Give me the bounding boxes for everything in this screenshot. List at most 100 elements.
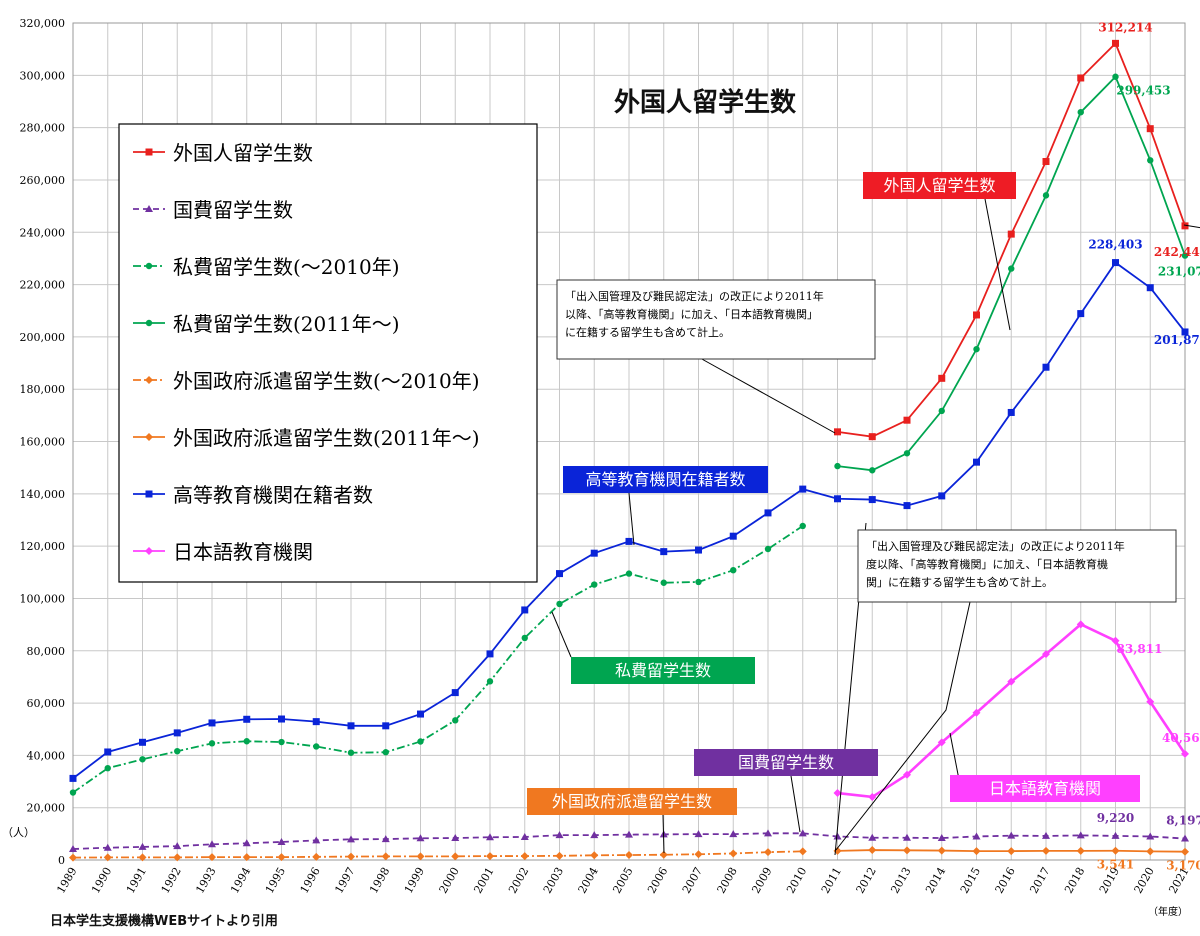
- data-point: [590, 831, 599, 839]
- data-point: [764, 509, 772, 517]
- x-tick-label: 2000: [437, 865, 462, 896]
- series-line: [72, 525, 804, 794]
- x-tick-label: 2015: [958, 865, 983, 896]
- data-point: [139, 756, 146, 763]
- legend-label: 外国人留学生数: [173, 141, 313, 165]
- data-point: [1147, 157, 1154, 164]
- data-point: [1042, 831, 1050, 839]
- legend-item: 私費留学生数(～2010年): [133, 255, 400, 279]
- x-tick-label: 2012: [854, 865, 879, 896]
- data-point: [347, 835, 355, 843]
- data-point: [590, 851, 599, 860]
- legend-item: 高等教育機関在籍者数: [133, 483, 373, 507]
- data-point: [347, 749, 355, 756]
- legend-item: 私費留学生数(2011年～): [133, 312, 400, 336]
- series-4: [69, 847, 807, 862]
- legend-marker: [145, 148, 153, 156]
- data-point: [729, 830, 738, 838]
- data-point: [1042, 158, 1050, 166]
- data-point: [868, 792, 877, 801]
- data-point: [695, 578, 702, 586]
- data-point: [834, 462, 841, 470]
- leader-line: [628, 492, 635, 546]
- data-point: [694, 850, 703, 859]
- data-point: [903, 846, 911, 855]
- series-6: [69, 259, 1189, 782]
- data-label: 40,567: [1162, 731, 1200, 745]
- data-point: [1146, 832, 1155, 840]
- data-point: [103, 843, 112, 851]
- y-tick-label: 260,000: [20, 174, 66, 187]
- data-point: [555, 831, 564, 839]
- data-point: [1181, 834, 1189, 842]
- data-point: [1112, 259, 1119, 267]
- legend-marker: [145, 319, 153, 327]
- data-point: [868, 433, 876, 441]
- leader-line: [835, 601, 971, 851]
- data-point: [937, 846, 946, 855]
- x-tick-label: 2017: [1027, 865, 1052, 896]
- x-tick-label: 2002: [506, 865, 531, 896]
- note-box: [556, 279, 876, 360]
- y-tick-label: 80,000: [27, 645, 66, 658]
- callout-box: [571, 657, 755, 684]
- legend-marker: [145, 205, 153, 212]
- data-point: [903, 502, 911, 510]
- data-point: [312, 852, 321, 861]
- y-tick-label: 220,000: [20, 279, 66, 292]
- data-point: [1042, 650, 1050, 659]
- data-point: [381, 852, 390, 861]
- data-point: [729, 532, 737, 540]
- data-point: [869, 467, 876, 474]
- legend-label: 外国政府派遣留学生数(2011年～): [173, 426, 480, 450]
- data-point: [1181, 847, 1189, 856]
- x-axis: 1989 1990 1991 1992 1993 1994 1995 1996 1997 1998…: [54, 865, 1191, 896]
- data-point: [1181, 749, 1189, 758]
- legend-marker: [145, 433, 153, 441]
- data-point: [660, 579, 667, 586]
- data-point: [1076, 846, 1085, 855]
- data-point: [313, 743, 320, 750]
- data-point: [798, 847, 807, 856]
- data-point: [937, 834, 946, 842]
- note-line: 「出入国管理及び難民認定法」の改正により2011年: [565, 289, 824, 303]
- data-label: 228,403: [1088, 238, 1142, 252]
- callout-box: [527, 788, 737, 815]
- data-point: [799, 485, 807, 493]
- x-tick-label: 2006: [645, 865, 670, 896]
- y-tick-label: 120,000: [20, 540, 66, 553]
- data-point: [973, 345, 980, 353]
- x-tick-label: 2010: [784, 865, 809, 896]
- series-1: [69, 829, 1189, 853]
- data-point: [1042, 192, 1050, 199]
- note-box: [857, 529, 1177, 603]
- data-point: [520, 852, 529, 861]
- data-label: 231,077: [1158, 265, 1200, 279]
- data-point: [208, 740, 216, 747]
- leader-line: [790, 775, 801, 833]
- data-point: [764, 829, 772, 837]
- data-point: [1042, 363, 1050, 371]
- data-point: [173, 842, 182, 850]
- data-point: [1076, 620, 1085, 629]
- x-tick-label: 2014: [923, 865, 948, 896]
- data-point: [242, 839, 251, 847]
- data-point: [243, 738, 250, 745]
- data-point: [486, 678, 494, 685]
- legend-item: 外国政府派遣留学生数(2011年～): [133, 426, 480, 450]
- x-tick-label: 2020: [1132, 865, 1157, 896]
- data-label: 242,444: [1154, 245, 1200, 259]
- note-line: 「出入国管理及び難民認定法」の改正により2011年: [866, 539, 1125, 553]
- data-point: [312, 718, 320, 726]
- data-point: [660, 548, 668, 556]
- data-point: [625, 851, 633, 860]
- x-tick-label: 1989: [54, 865, 79, 896]
- y-tick-label: 40,000: [27, 749, 66, 762]
- data-point: [555, 851, 564, 860]
- x-tick-label: 2001: [471, 865, 496, 896]
- data-point: [798, 829, 807, 837]
- data-label: 83,811: [1117, 642, 1163, 656]
- x-tick-label: 2013: [888, 865, 913, 896]
- data-point: [1077, 108, 1084, 116]
